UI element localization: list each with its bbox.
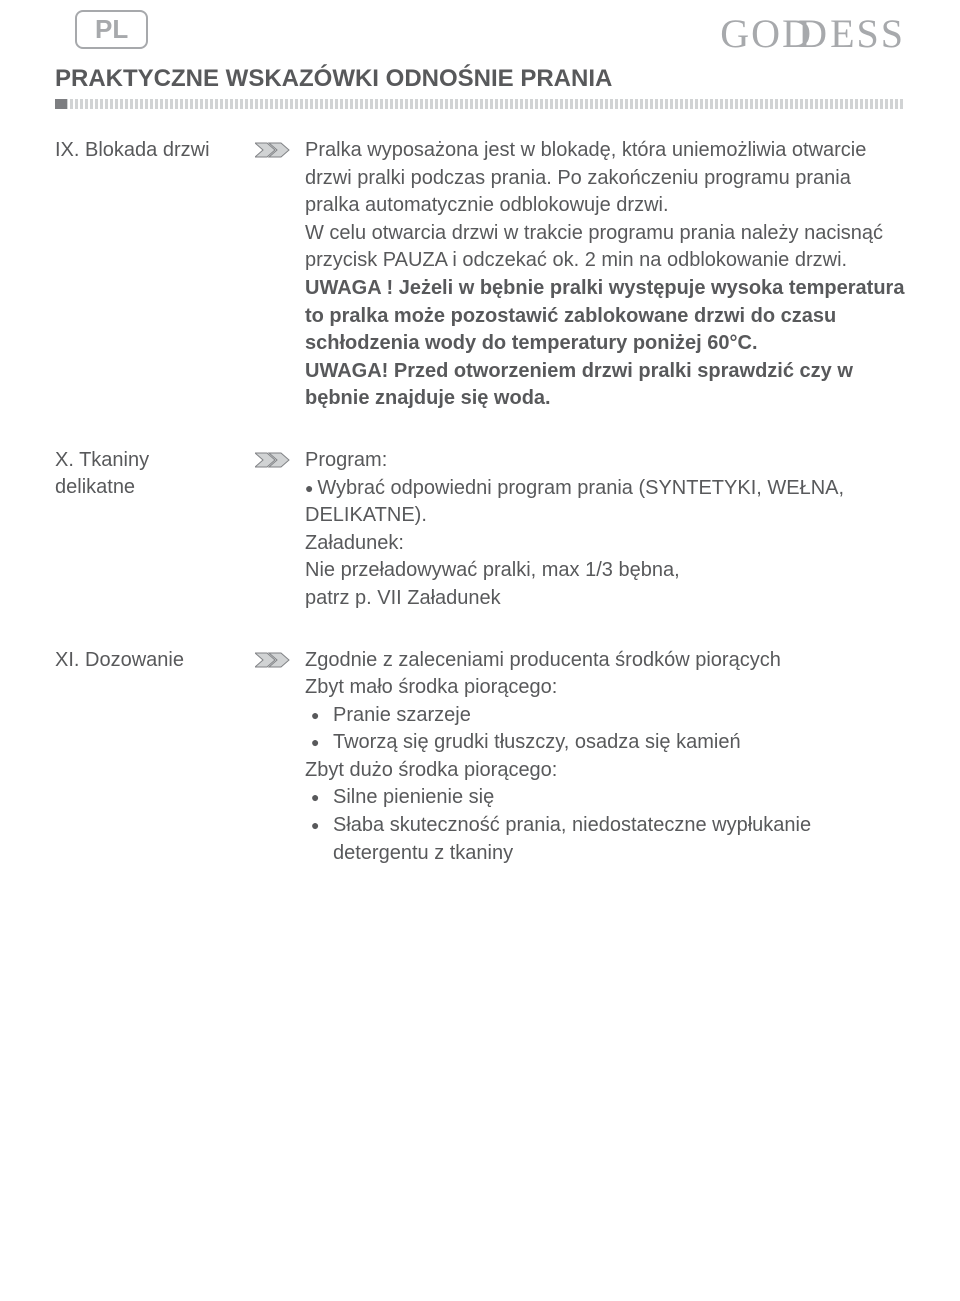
language-tab: PL <box>75 10 148 49</box>
arrow-col <box>255 647 305 868</box>
section-x-label: X. Tkaniny delikatne <box>55 447 255 613</box>
section-xi-label: XI. Dozowanie <box>55 647 255 868</box>
section-xi: XI. Dozowanie Zgodnie z zaleceniami prod… <box>0 647 960 868</box>
x-load-l2: patrz p. VII Załadunek <box>305 585 905 613</box>
xi-bullets-2: Silne pienienie się Słaba skuteczność pr… <box>305 784 905 867</box>
section-ix-body: Pralka wyposażona jest w blokadę, która … <box>305 137 905 413</box>
xi-bullets-1: Pranie szarzeje Tworzą się grudki tłuszc… <box>305 702 905 757</box>
xi-too-little: Zbyt mało środka piorącego: <box>305 674 905 702</box>
brand-text-left: GO <box>720 10 782 57</box>
arrow-col <box>255 447 305 613</box>
section-x-body: Program: Wybrać odpowiedni program prani… <box>305 447 905 613</box>
xi-b2: Tworzą się grudki tłuszczy, osadza się k… <box>305 729 905 757</box>
section-x: X. Tkaniny delikatne Program: Wybrać odp… <box>0 447 960 613</box>
x-program-label: Program: <box>305 447 905 475</box>
arrow-icon <box>255 651 291 669</box>
arrow-icon <box>255 451 291 469</box>
ix-p1: Pralka wyposażona jest w blokadę, która … <box>305 137 905 220</box>
section-xi-body: Zgodnie z zaleceniami producenta środków… <box>305 647 905 868</box>
xi-b3: Silne pienienie się <box>305 784 905 812</box>
page-title: PRAKTYCZNE WSKAZÓWKI ODNOŚNIE PRANIA <box>0 57 960 99</box>
brand-text-right: ESS <box>830 10 905 57</box>
section-x-label-l1: X. Tkaniny <box>55 449 149 471</box>
ix-warn1: UWAGA ! Jeżeli w bębnie pralki występuje… <box>305 275 905 358</box>
arrow-col <box>255 137 305 413</box>
xi-intro: Zgodnie z zaleceniami producenta środków… <box>305 647 905 675</box>
xi-b4: Słaba skuteczność prania, niedostateczne… <box>305 812 905 867</box>
x-load-l1: Nie przeładowywać pralki, max 1/3 bębna, <box>305 557 905 585</box>
arrow-icon <box>255 141 291 159</box>
ix-p2: W celu otwarcia drzwi w trakcie programu… <box>305 220 905 275</box>
x-load-label: Załadunek: <box>305 530 905 558</box>
ix-warn2: UWAGA! Przed otworzeniem drzwi pralki sp… <box>305 358 905 413</box>
section-ix: IX. Blokada drzwi Pralka wyposażona jest… <box>0 137 960 413</box>
header-row: PL GODDESS <box>0 0 960 57</box>
brand-dd-icon: DD <box>782 10 830 57</box>
brand-logo: GODDESS <box>720 10 905 57</box>
xi-too-much: Zbyt dużo środka piorącego: <box>305 757 905 785</box>
section-ix-label: IX. Blokada drzwi <box>55 137 255 413</box>
x-program-line: Wybrać odpowiedni program prania (SYNTET… <box>305 475 905 530</box>
title-underline <box>55 99 905 109</box>
section-x-label-l2: delikatne <box>55 476 135 498</box>
xi-b1: Pranie szarzeje <box>305 702 905 730</box>
